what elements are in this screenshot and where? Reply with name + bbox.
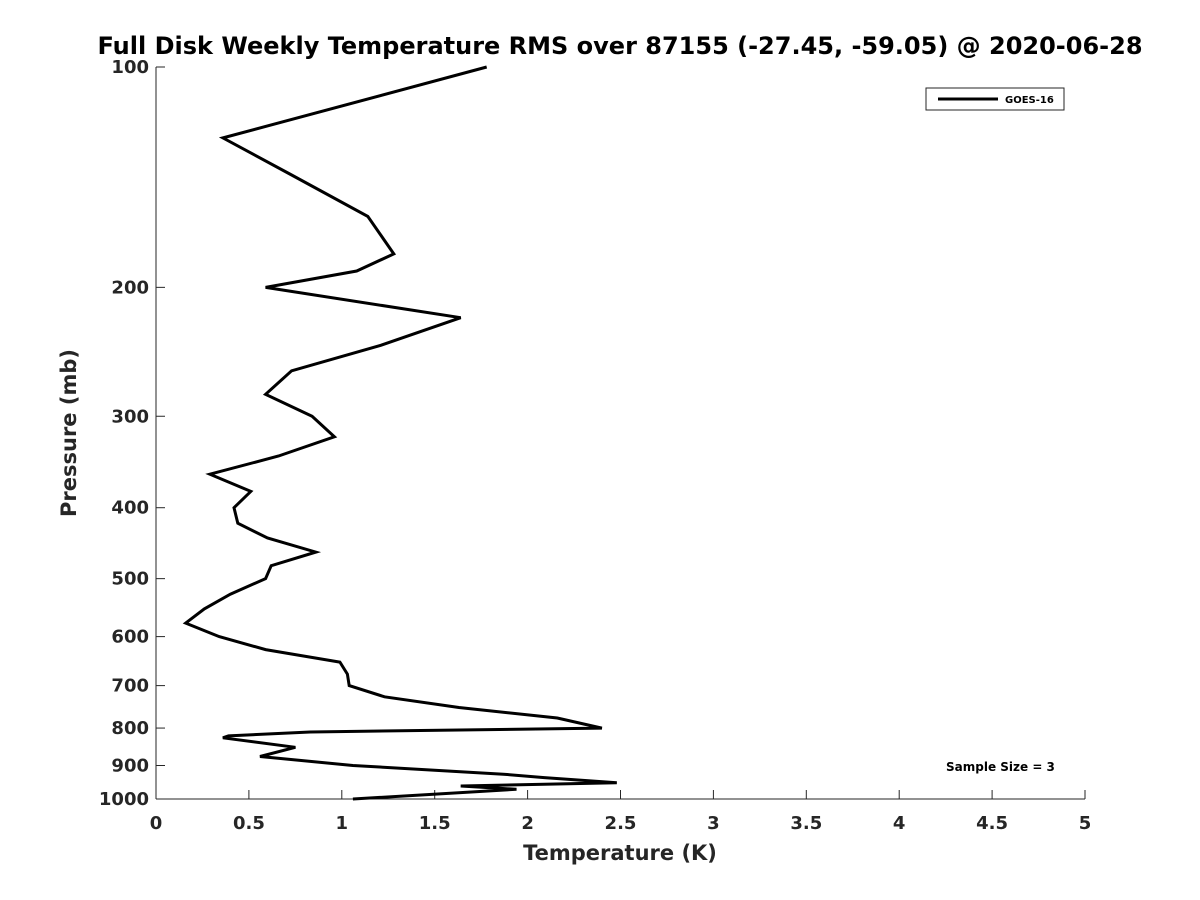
- y-tick-label: 1000: [99, 789, 149, 810]
- sample-size-annotation: Sample Size = 3: [946, 760, 1055, 774]
- legend: GOES-16: [925, 87, 1065, 111]
- x-tick-label: 4: [893, 813, 906, 834]
- y-tick-label: 400: [111, 498, 149, 519]
- y-tick-label: 700: [111, 676, 149, 697]
- y-tick-label: 800: [111, 718, 149, 739]
- y-ticks: 100 200 300 400 500 600 700 800 900 1000: [99, 57, 165, 810]
- series-layer: [182, 65, 617, 801]
- y-tick-label: 900: [111, 756, 149, 777]
- x-tick-label: 1: [336, 813, 349, 834]
- x-tick-label: 3: [707, 813, 720, 834]
- x-tick-label: 4.5: [976, 813, 1008, 834]
- x-ticks: 0 0.5 1 1.5 2 2.5 3 3.5 4 4.5 5: [150, 790, 1092, 834]
- chart-title: Full Disk Weekly Temperature RMS over 87…: [97, 32, 1142, 60]
- x-tick-label: 3.5: [790, 813, 822, 834]
- y-tick-label: 300: [111, 406, 149, 427]
- y-tick-label: 200: [111, 277, 149, 298]
- y-tick-label: 100: [111, 57, 149, 78]
- y-axis-label: Pressure (mb): [57, 349, 81, 517]
- x-tick-label: 5: [1079, 813, 1092, 834]
- x-tick-label: 0.5: [233, 813, 265, 834]
- x-tick-label: 0: [150, 813, 163, 834]
- y-tick-label: 600: [111, 627, 149, 648]
- x-axis-label: Temperature (K): [523, 841, 717, 865]
- legend-label: GOES-16: [1005, 95, 1054, 106]
- x-tick-label: 2.5: [605, 813, 637, 834]
- series-line-goes-16: [182, 65, 617, 801]
- x-tick-label: 1.5: [419, 813, 451, 834]
- x-tick-label: 2: [521, 813, 534, 834]
- y-tick-label: 500: [111, 569, 149, 590]
